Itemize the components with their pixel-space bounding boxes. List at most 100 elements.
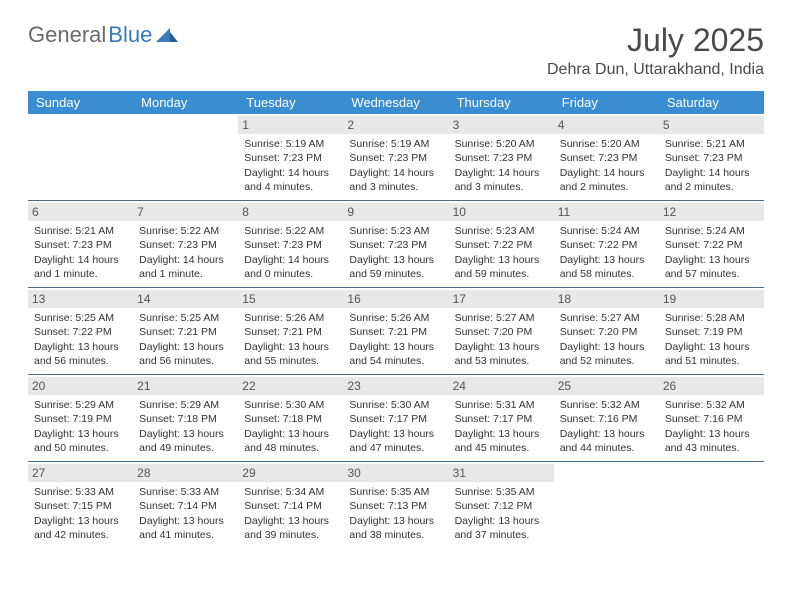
day-number: 18 xyxy=(554,290,659,308)
sunrise-text: Sunrise: 5:35 AM xyxy=(455,485,548,499)
sunrise-text: Sunrise: 5:24 AM xyxy=(560,224,653,238)
calendar-body: 1Sunrise: 5:19 AMSunset: 7:23 PMDaylight… xyxy=(28,114,764,548)
calendar-cell: 1 Sunrise: 5:19 AMSunset: 7:23 PMDaylight… xyxy=(238,114,343,200)
daylight-text: Daylight: 13 hours and 57 minutes. xyxy=(665,253,758,281)
logo: GeneralBlue xyxy=(28,22,178,48)
weekday-header: Saturday xyxy=(659,91,764,114)
sunrise-text: Sunrise: 5:32 AM xyxy=(665,398,758,412)
sunrise-text: Sunrise: 5:35 AM xyxy=(349,485,442,499)
day-number: 9 xyxy=(343,203,448,221)
day-number: 20 xyxy=(28,377,133,395)
calendar-row: 27Sunrise: 5:33 AMSunset: 7:15 PMDayligh… xyxy=(28,462,764,548)
daylight-text: Daylight: 14 hours and 2 minutes. xyxy=(560,166,653,194)
sunset-text: Sunset: 7:17 PM xyxy=(455,412,548,426)
sunset-text: Sunset: 7:21 PM xyxy=(139,325,232,339)
sunset-text: Sunset: 7:22 PM xyxy=(455,238,548,252)
day-number: 27 xyxy=(28,464,133,482)
daylight-text: Daylight: 13 hours and 52 minutes. xyxy=(560,340,653,368)
day-number: 1 xyxy=(238,116,343,134)
daylight-text: Daylight: 14 hours and 1 minute. xyxy=(139,253,232,281)
calendar-cell: 21Sunrise: 5:29 AMSunset: 7:18 PMDayligh… xyxy=(133,375,238,461)
day-number: 5 xyxy=(659,116,764,134)
calendar-row: 1Sunrise: 5:19 AMSunset: 7:23 PMDaylight… xyxy=(28,114,764,201)
daylight-text: Daylight: 13 hours and 56 minutes. xyxy=(34,340,127,368)
sunrise-text: Sunrise: 5:21 AM xyxy=(665,137,758,151)
daylight-text: Daylight: 14 hours and 4 minutes. xyxy=(244,166,337,194)
daylight-text: Daylight: 13 hours and 48 minutes. xyxy=(244,427,337,455)
sunset-text: Sunset: 7:23 PM xyxy=(244,151,337,165)
sunset-text: Sunset: 7:12 PM xyxy=(455,499,548,513)
daylight-text: Daylight: 14 hours and 2 minutes. xyxy=(665,166,758,194)
sunrise-text: Sunrise: 5:34 AM xyxy=(244,485,337,499)
sunrise-text: Sunrise: 5:20 AM xyxy=(455,137,548,151)
sunset-text: Sunset: 7:23 PM xyxy=(665,151,758,165)
day-number: 11 xyxy=(554,203,659,221)
sunrise-text: Sunrise: 5:21 AM xyxy=(34,224,127,238)
day-number: 22 xyxy=(238,377,343,395)
daylight-text: Daylight: 13 hours and 43 minutes. xyxy=(665,427,758,455)
daylight-text: Daylight: 13 hours and 44 minutes. xyxy=(560,427,653,455)
calendar-cell: 17Sunrise: 5:27 AMSunset: 7:20 PMDayligh… xyxy=(449,288,554,374)
daylight-text: Daylight: 14 hours and 3 minutes. xyxy=(349,166,442,194)
calendar-cell: 31 Sunrise: 5:35 AMSunset: 7:12 PMDayligh… xyxy=(449,462,554,548)
sunrise-text: Sunrise: 5:23 AM xyxy=(455,224,548,238)
sunset-text: Sunset: 7:22 PM xyxy=(34,325,127,339)
sunset-text: Sunset: 7:23 PM xyxy=(349,151,442,165)
sunset-text: Sunset: 7:15 PM xyxy=(34,499,127,513)
sunrise-text: Sunrise: 5:26 AM xyxy=(349,311,442,325)
sunrise-text: Sunrise: 5:29 AM xyxy=(139,398,232,412)
daylight-text: Daylight: 14 hours and 1 minute. xyxy=(34,253,127,281)
title-block: July 2025 Dehra Dun, Uttarakhand, India xyxy=(547,22,764,79)
daylight-text: Daylight: 13 hours and 47 minutes. xyxy=(349,427,442,455)
sunrise-text: Sunrise: 5:23 AM xyxy=(349,224,442,238)
weekday-header: Thursday xyxy=(449,91,554,114)
daylight-text: Daylight: 13 hours and 37 minutes. xyxy=(455,514,548,542)
calendar-header-row: Sunday Monday Tuesday Wednesday Thursday… xyxy=(28,91,764,114)
weekday-header: Monday xyxy=(133,91,238,114)
sunset-text: Sunset: 7:23 PM xyxy=(139,238,232,252)
sunrise-text: Sunrise: 5:29 AM xyxy=(34,398,127,412)
sunrise-text: Sunrise: 5:30 AM xyxy=(349,398,442,412)
sunrise-text: Sunrise: 5:26 AM xyxy=(244,311,337,325)
calendar: Sunday Monday Tuesday Wednesday Thursday… xyxy=(28,91,764,548)
sunset-text: Sunset: 7:23 PM xyxy=(34,238,127,252)
day-number: 3 xyxy=(449,116,554,134)
day-number: 21 xyxy=(133,377,238,395)
day-number: 4 xyxy=(554,116,659,134)
calendar-cell: 18Sunrise: 5:27 AMSunset: 7:20 PMDayligh… xyxy=(554,288,659,374)
calendar-cell: 26Sunrise: 5:32 AMSunset: 7:16 PMDayligh… xyxy=(659,375,764,461)
sunset-text: Sunset: 7:14 PM xyxy=(139,499,232,513)
calendar-cell: 9Sunrise: 5:23 AMSunset: 7:23 PMDaylight… xyxy=(343,201,448,287)
daylight-text: Daylight: 13 hours and 45 minutes. xyxy=(455,427,548,455)
day-number: 31 xyxy=(449,464,554,482)
calendar-cell: 10Sunrise: 5:23 AMSunset: 7:22 PMDayligh… xyxy=(449,201,554,287)
day-number: 6 xyxy=(28,203,133,221)
calendar-cell: 24Sunrise: 5:31 AMSunset: 7:17 PMDayligh… xyxy=(449,375,554,461)
daylight-text: Daylight: 13 hours and 38 minutes. xyxy=(349,514,442,542)
calendar-cell: 6 Sunrise: 5:21 AMSunset: 7:23 PMDaylight… xyxy=(28,201,133,287)
calendar-cell xyxy=(554,462,659,548)
logo-text-blue: Blue xyxy=(108,22,152,48)
day-number: 14 xyxy=(133,290,238,308)
daylight-text: Daylight: 13 hours and 49 minutes. xyxy=(139,427,232,455)
logo-text-general: General xyxy=(28,22,106,48)
calendar-cell: 8Sunrise: 5:22 AMSunset: 7:23 PMDaylight… xyxy=(238,201,343,287)
calendar-cell: 13Sunrise: 5:25 AMSunset: 7:22 PMDayligh… xyxy=(28,288,133,374)
sunset-text: Sunset: 7:23 PM xyxy=(455,151,548,165)
weekday-header: Tuesday xyxy=(238,91,343,114)
sunrise-text: Sunrise: 5:25 AM xyxy=(139,311,232,325)
day-number: 23 xyxy=(343,377,448,395)
sunrise-text: Sunrise: 5:28 AM xyxy=(665,311,758,325)
daylight-text: Daylight: 13 hours and 56 minutes. xyxy=(139,340,232,368)
day-number: 17 xyxy=(449,290,554,308)
daylight-text: Daylight: 13 hours and 42 minutes. xyxy=(34,514,127,542)
day-number: 13 xyxy=(28,290,133,308)
sunrise-text: Sunrise: 5:19 AM xyxy=(244,137,337,151)
calendar-cell: 20Sunrise: 5:29 AMSunset: 7:19 PMDayligh… xyxy=(28,375,133,461)
calendar-cell xyxy=(28,114,133,200)
day-number: 2 xyxy=(343,116,448,134)
sunset-text: Sunset: 7:23 PM xyxy=(244,238,337,252)
daylight-text: Daylight: 13 hours and 54 minutes. xyxy=(349,340,442,368)
sunrise-text: Sunrise: 5:27 AM xyxy=(560,311,653,325)
sunset-text: Sunset: 7:21 PM xyxy=(349,325,442,339)
